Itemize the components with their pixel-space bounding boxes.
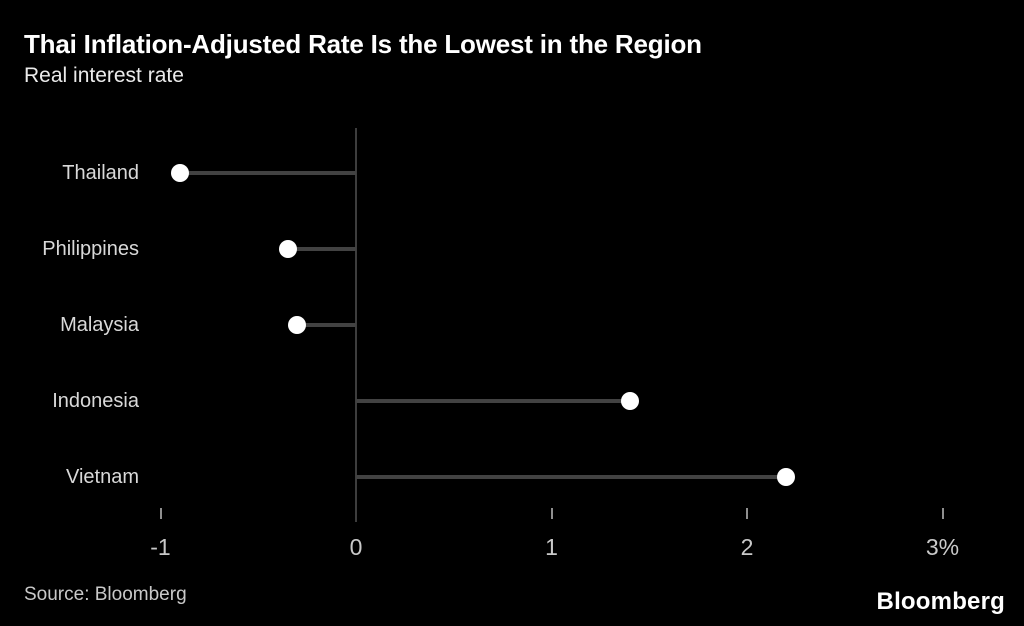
chart-title: Thai Inflation-Adjusted Rate Is the Lowe…	[24, 29, 702, 59]
chart-subtitle: Real interest rate	[24, 64, 184, 87]
x-tick-mark-3%	[941, 508, 944, 519]
category-label-vietnam: Vietnam	[65, 466, 139, 489]
x-tick-mark-1	[550, 508, 553, 519]
stem-malaysia	[297, 323, 356, 328]
stem-thailand	[180, 171, 356, 175]
data-dot-philippines	[278, 240, 297, 259]
category-label-thailand: Thailand	[62, 162, 139, 184]
data-dot-thailand	[171, 164, 190, 182]
chart-header: Thai Inflation-Adjusted Rate Is the Lowe…	[24, 27, 702, 90]
x-tick-mark-2	[746, 508, 748, 519]
category-label-indonesia: Indonesia	[52, 390, 139, 413]
x-tick-label-3%: 3%	[925, 534, 960, 560]
stem-philippines	[287, 247, 356, 252]
x-tick-label--1: -1	[150, 534, 171, 560]
stem-indonesia	[356, 399, 630, 404]
data-dot-vietnam	[777, 468, 796, 487]
stem-vietnam	[356, 475, 787, 480]
x-tick-label-2: 2	[740, 534, 754, 560]
x-tick-label-1: 1	[545, 534, 558, 560]
category-label-malaysia: Malaysia	[60, 314, 139, 337]
x-tick-label-0: 0	[349, 534, 363, 560]
x-tick-mark--1	[159, 508, 162, 519]
source-note: Source: Bloomberg	[24, 584, 187, 605]
bloomberg-logo: Bloomberg	[876, 588, 1005, 615]
data-dot-malaysia	[288, 316, 307, 335]
category-label-philippines: Philippines	[42, 238, 139, 261]
data-dot-indonesia	[620, 392, 639, 411]
zero-axis-line	[355, 128, 357, 522]
